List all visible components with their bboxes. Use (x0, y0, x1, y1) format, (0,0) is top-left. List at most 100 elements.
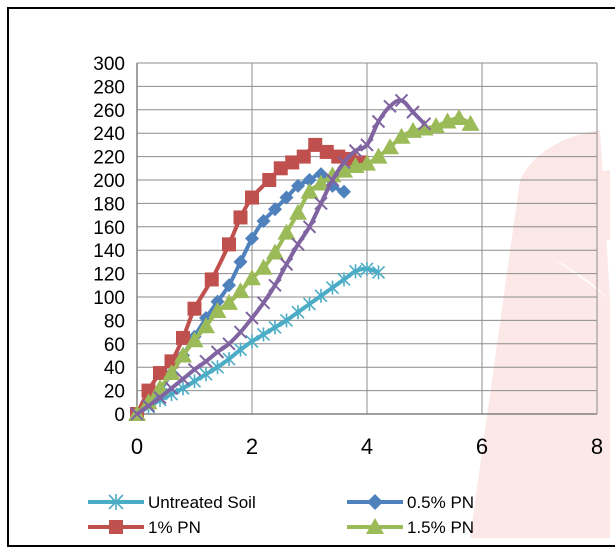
data-point-stroke (141, 399, 156, 413)
data-point-stroke (325, 173, 340, 187)
y-tick-label: 60 (104, 335, 125, 356)
y-tick-label: 160 (93, 218, 125, 239)
data-point (199, 367, 213, 382)
data-point (348, 144, 363, 158)
data-point (325, 173, 340, 187)
data-point-stroke (348, 144, 363, 158)
data-point (337, 155, 351, 170)
data-point (254, 258, 273, 275)
data-point (210, 360, 225, 375)
data-point-stroke (406, 105, 420, 119)
data-point-stroke (187, 362, 202, 377)
data-point (291, 178, 305, 193)
data-point (176, 330, 190, 345)
x-tick-label: 6 (476, 434, 488, 459)
data-point-stroke (153, 390, 167, 405)
axes (136, 63, 597, 415)
data-point (153, 390, 167, 405)
data-point (337, 184, 351, 199)
y-tick-label: 0 (114, 405, 125, 426)
y-tick-label: 100 (93, 288, 125, 309)
data-point (348, 264, 363, 279)
data-point (176, 372, 190, 386)
data-point (312, 174, 330, 191)
x-tick-label: 4 (361, 434, 373, 459)
legend-item: 0.5% PN (347, 493, 474, 512)
chart-frame (7, 7, 615, 547)
x-tick-label: 2 (246, 434, 258, 459)
y-tick-label: 280 (93, 77, 125, 98)
data-point (162, 364, 181, 381)
data-point (367, 494, 383, 510)
data-point (210, 294, 225, 309)
y-tick-label: 240 (93, 124, 125, 145)
series-layer (128, 93, 480, 421)
data-point-stroke (371, 114, 386, 129)
data-point (185, 331, 204, 348)
data-point (187, 374, 202, 389)
data-point (220, 293, 238, 310)
data-point (371, 114, 386, 129)
data-point (222, 352, 236, 367)
data-point (243, 269, 261, 286)
data-point (268, 278, 282, 293)
series-0 (130, 261, 386, 421)
data-point (461, 114, 480, 131)
data-point (406, 105, 420, 119)
data-point (233, 210, 248, 225)
data-point (279, 190, 294, 205)
legend-item: 1% PN (88, 518, 201, 537)
data-point-stroke (337, 155, 351, 170)
watermark (470, 130, 610, 538)
data-point (291, 305, 305, 320)
y-tick-label: 40 (104, 358, 125, 379)
y-tick-label: 120 (93, 265, 125, 286)
x-tick-label: 0 (131, 434, 143, 459)
data-point-stroke (222, 337, 236, 351)
data-point (335, 161, 353, 178)
y-tick-label: 300 (93, 54, 125, 75)
y-tick-label: 140 (93, 241, 125, 262)
data-point (392, 127, 411, 144)
data-point (266, 243, 284, 260)
data-point (245, 231, 259, 246)
data-point (222, 237, 236, 252)
x-tick-label: 8 (591, 434, 603, 459)
data-point-stroke (176, 372, 190, 386)
data-point (273, 161, 288, 176)
legend: Untreated Soil 0.5% PN 1% PN 1.5% PN (88, 493, 474, 537)
data-point (358, 154, 376, 171)
data-point-stroke (394, 93, 409, 108)
data-point (383, 99, 397, 113)
legend-label: 0.5% PN (407, 493, 474, 512)
data-point-stroke (291, 237, 305, 252)
data-point (279, 313, 294, 328)
data-point (222, 337, 236, 351)
data-point-stroke (164, 381, 179, 395)
data-point (256, 213, 271, 228)
data-point-stroke (245, 311, 259, 325)
data-point (204, 272, 219, 287)
data-point (164, 381, 179, 395)
data-point (314, 167, 328, 182)
data-point (197, 317, 215, 334)
data-point (231, 282, 250, 299)
series-3 (128, 108, 480, 421)
data-point (366, 518, 384, 534)
data-point (174, 346, 192, 363)
data-point (153, 366, 167, 381)
data-point (300, 182, 319, 199)
data-point (199, 354, 213, 369)
data-point (291, 237, 305, 252)
legend-item: 1.5% PN (347, 518, 474, 537)
data-point (369, 147, 388, 164)
data-point (210, 345, 225, 359)
data-point (130, 407, 144, 421)
data-point (427, 117, 445, 134)
legend-label: 1% PN (148, 518, 201, 537)
data-point (319, 144, 334, 159)
data-point (314, 288, 328, 303)
data-point-stroke (268, 278, 282, 293)
data-point (233, 342, 248, 357)
